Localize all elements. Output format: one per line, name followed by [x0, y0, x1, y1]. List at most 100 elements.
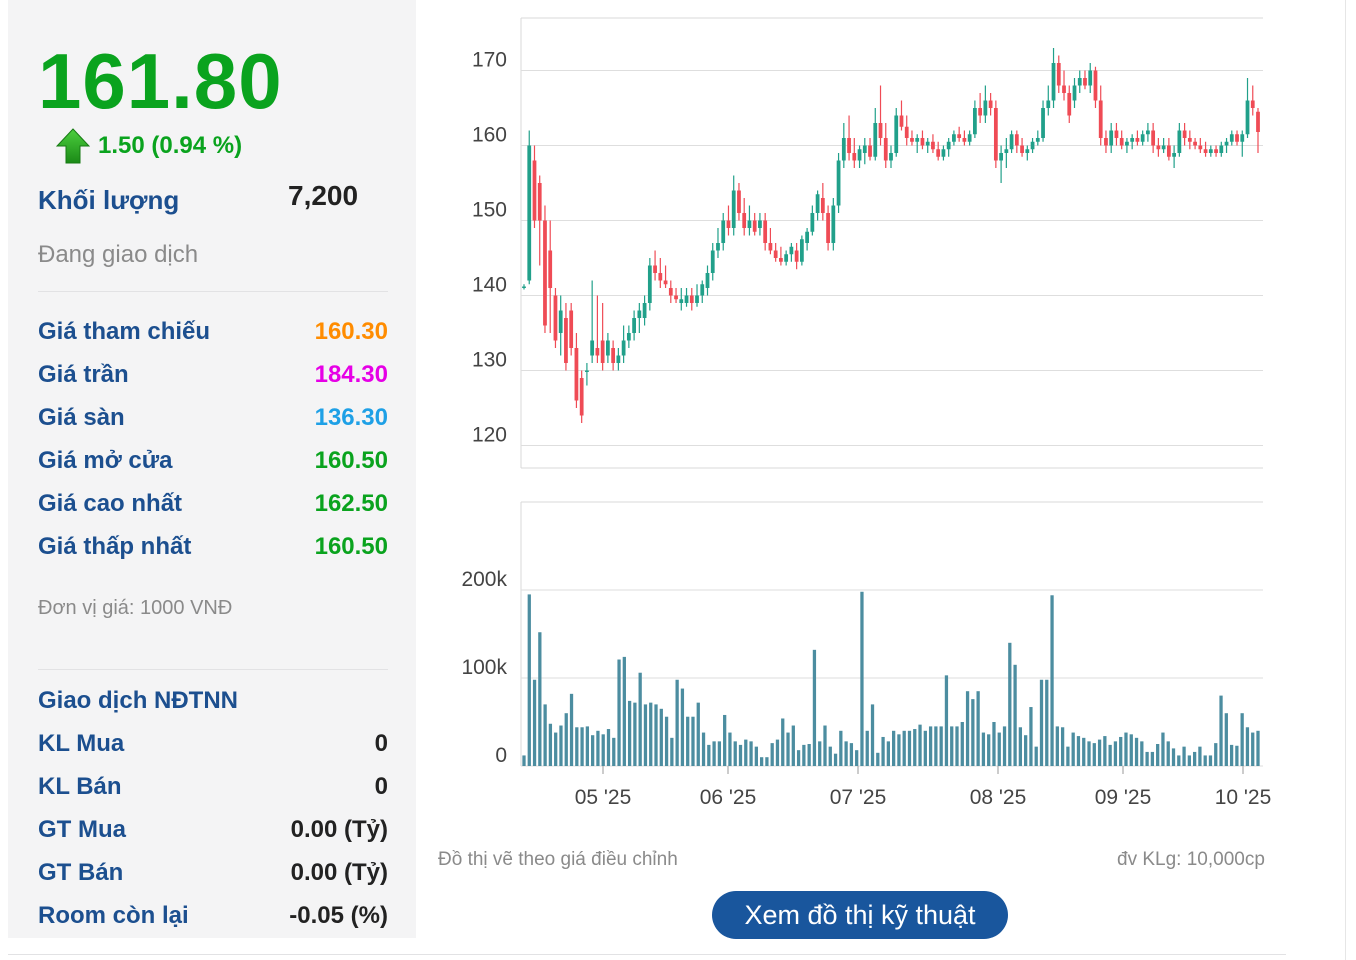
- candle-body: [684, 295, 689, 303]
- volume-bar: [1161, 732, 1165, 766]
- volume-bar: [754, 746, 758, 766]
- x-tick-label: 06 '25: [700, 786, 757, 809]
- candle-body: [899, 115, 904, 127]
- candle-body: [925, 141, 930, 146]
- volume-bar: [522, 755, 526, 766]
- candle-body: [747, 220, 752, 228]
- volume-bar: [532, 679, 537, 766]
- volume-bar: [1092, 743, 1096, 766]
- price-volume-chart: 120 130 140 150 160 170 0 100k 200k 05 '25 06 '25 0…: [461, 17, 1271, 809]
- volume-bar: [622, 656, 626, 766]
- volume-bar: [717, 741, 722, 766]
- volume-bar: [1060, 727, 1065, 766]
- up-arrow-icon: [56, 128, 90, 164]
- candle-body: [1077, 78, 1082, 86]
- volume-bar: [828, 746, 832, 766]
- candle-body: [1203, 149, 1208, 153]
- foreign-sell-volume-value: 0: [374, 773, 388, 800]
- volume-bar: [907, 730, 912, 766]
- candle-body: [1256, 111, 1260, 132]
- candle-body: [857, 149, 862, 161]
- candle-body: [569, 310, 574, 348]
- volume-bar: [649, 702, 653, 766]
- foreign-sell-value-label: GT Bán: [38, 859, 124, 886]
- volume-bar: [807, 744, 811, 766]
- divider: [38, 669, 388, 670]
- candle-body: [1151, 130, 1156, 146]
- candle-body: [1004, 149, 1009, 153]
- candle-body: [590, 340, 595, 356]
- volume-bar: [1229, 744, 1234, 766]
- volume-bar: [1251, 732, 1255, 766]
- candle-body: [868, 145, 872, 157]
- candle-body: [878, 123, 883, 138]
- volume-bar: [1066, 746, 1070, 766]
- technical-chart-button[interactable]: Xem đồ thị kỹ thuật: [712, 891, 1008, 939]
- low-price-row: Giá thấp nhất 160.50: [38, 533, 388, 567]
- candle-body: [1104, 138, 1108, 146]
- candle-body: [637, 310, 642, 318]
- candle-body: [889, 153, 893, 161]
- candle-body: [1235, 134, 1239, 142]
- candle-body: [962, 138, 967, 142]
- volume-bar: [1002, 726, 1007, 766]
- candle-body: [742, 213, 747, 228]
- volume-bar: [1240, 713, 1244, 766]
- volume-bar: [1055, 726, 1059, 766]
- high-price-label: Giá cao nhất: [38, 490, 183, 517]
- ceiling-price-row: Giá trần 184.30: [38, 361, 388, 395]
- volume-bar: [1198, 746, 1202, 766]
- foreign-room-row: Room còn lại -0.05 (%): [38, 902, 388, 936]
- x-tick-label: 05 '25: [575, 786, 632, 809]
- candle-body: [805, 231, 810, 243]
- volume-bar: [654, 704, 658, 766]
- low-price-label: Giá thấp nhất: [38, 533, 192, 560]
- volume-bar: [865, 730, 869, 766]
- volume-bar: [564, 713, 568, 766]
- volume-bar: [1071, 732, 1075, 766]
- volume-bar: [728, 732, 732, 766]
- volume-bar: [1129, 734, 1133, 766]
- candle-body: [952, 134, 956, 142]
- foreign-buy-value-value: 0.00 (Tỷ): [290, 816, 388, 843]
- candle-body: [1208, 149, 1213, 153]
- candle-body: [820, 198, 825, 213]
- candle-body: [1146, 130, 1150, 135]
- volume-bar: [1187, 755, 1191, 766]
- candle-body: [1198, 145, 1203, 150]
- candle-body: [632, 318, 636, 333]
- candle-body: [752, 220, 757, 232]
- candle-body: [999, 153, 1003, 161]
- volume-bar: [950, 726, 954, 766]
- volume-bar: [770, 743, 774, 766]
- volume-bar: [569, 693, 574, 766]
- candle-body: [773, 250, 778, 258]
- volume-bar: [765, 757, 769, 766]
- candle-body: [1240, 134, 1245, 142]
- candle-body: [558, 310, 563, 333]
- price-tick-label: 160: [472, 124, 507, 147]
- volume-bar: [1097, 739, 1102, 766]
- current-price: 161.80: [38, 37, 283, 125]
- candle-body: [721, 220, 726, 243]
- volume-bar: [923, 730, 927, 766]
- price-tick-label: 120: [472, 424, 507, 447]
- price-tick-label: 130: [472, 349, 507, 372]
- x-tick-label: 09 '25: [1095, 786, 1152, 809]
- volume-bar: [987, 734, 991, 766]
- price-tick-label: 170: [472, 49, 507, 72]
- volume-bar: [1140, 741, 1144, 766]
- volume-bar: [1182, 746, 1186, 766]
- volume-bar: [1235, 745, 1239, 766]
- candle-body: [679, 299, 684, 303]
- volume-bar: [538, 632, 542, 766]
- candle-body: [815, 194, 820, 213]
- page-edge: [1345, 0, 1346, 960]
- volume-bar: [670, 737, 674, 766]
- volume-bar: [696, 702, 700, 766]
- volume-bar: [839, 730, 843, 766]
- volume-bar: [612, 737, 616, 766]
- volume-bar: [1134, 737, 1139, 766]
- foreign-buy-volume-row: KL Mua 0: [38, 730, 388, 764]
- foreign-sell-value-value: 0.00 (Tỷ): [290, 859, 388, 886]
